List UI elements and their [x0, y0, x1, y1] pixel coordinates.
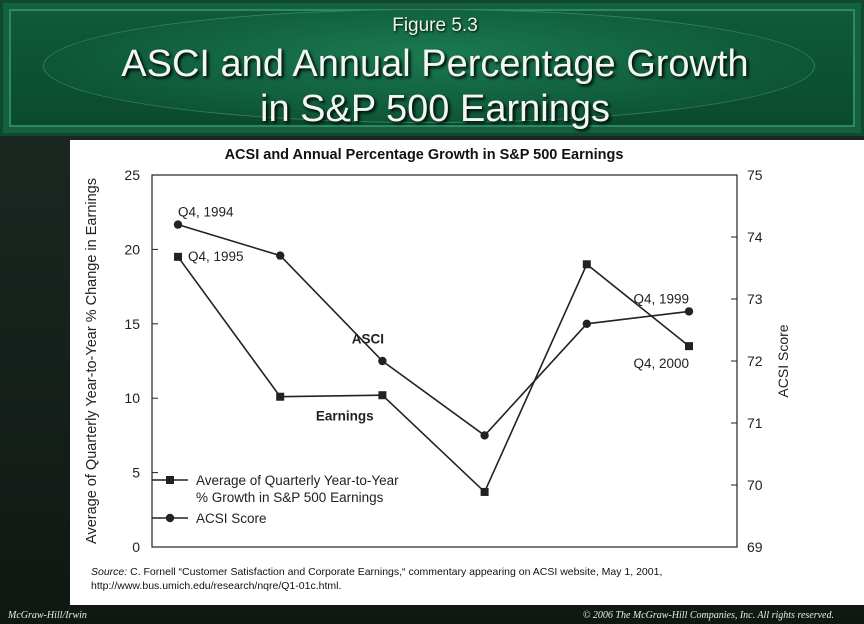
header-banner: Figure 5.3 ASCI and Annual Percentage Gr… [0, 0, 864, 136]
series-marker-circle [480, 431, 489, 440]
annotation-label: ASCI [352, 331, 384, 346]
legend-marker-square [166, 476, 174, 484]
footer-publisher: McGraw-Hill/Irwin [8, 610, 87, 621]
right-axis-tick-label: 71 [747, 415, 763, 431]
right-axis-tick-label: 70 [747, 477, 763, 493]
series-marker-square [685, 342, 693, 351]
left-axis-tick-label: 25 [124, 167, 140, 183]
left-axis-tick-label: 0 [132, 539, 140, 555]
annotation-label: Q4, 1994 [178, 205, 234, 220]
source-label: Source: [91, 566, 128, 578]
series-marker-circle [276, 251, 285, 260]
left-axis-tick-label: 15 [124, 316, 140, 332]
legend-marker-circle [165, 513, 175, 523]
series-marker-square [480, 487, 489, 496]
legend-label-acsi: ACSI Score [196, 511, 267, 526]
slide-title-line-2: in S&P 500 Earnings [260, 88, 610, 130]
right-axis-tick-label: 69 [747, 539, 763, 555]
right-axis-tick-label: 74 [747, 229, 763, 245]
series-marker-square [582, 260, 591, 269]
left-axis-tick-label: 5 [132, 465, 140, 481]
right-axis-tick-label: 72 [747, 353, 763, 369]
right-axis-tick-label: 75 [747, 167, 763, 183]
source-note: Source: C. Fornell “Customer Satisfactio… [91, 565, 771, 593]
series-line-0 [177, 256, 690, 494]
series-marker-circle [582, 319, 591, 328]
slide-title-line-1: ASCI and Annual Percentage Growth [121, 43, 749, 85]
right-axis-title: ACSI Score [775, 324, 791, 397]
series-marker-circle [378, 356, 387, 366]
chart-title: ACSI and Annual Percentage Growth in S&P… [225, 147, 624, 163]
left-axis-tick-label: 20 [124, 241, 140, 257]
footer-copyright: © 2006 The McGraw-Hill Companies, Inc. A… [582, 610, 834, 621]
left-axis-title: Average of Quarterly Year-to-Year % Chan… [84, 178, 100, 544]
legend-label-earnings-line2: % Growth in S&P 500 Earnings [196, 490, 384, 505]
series-marker-circle [684, 307, 694, 316]
series-marker-square [378, 391, 387, 400]
series-marker-square [174, 252, 182, 261]
series-line-1 [177, 223, 690, 437]
legend-label-earnings-line1: Average of Quarterly Year-to-Year [196, 473, 399, 488]
series-marker-circle [173, 220, 183, 229]
chart-panel [70, 140, 864, 605]
series-marker-square [276, 392, 285, 401]
annotation-label: Q4, 1999 [633, 291, 689, 306]
annotation-label: Q4, 2000 [633, 356, 689, 371]
annotation-label: Q4, 1995 [188, 249, 244, 264]
left-axis-tick-label: 10 [124, 390, 140, 406]
annotation-label: Earnings [316, 408, 374, 423]
header-ellipse [43, 9, 815, 123]
source-text: C. Fornell “Customer Satisfaction and Co… [91, 566, 663, 592]
right-axis-tick-label: 73 [747, 291, 763, 307]
figure-label: Figure 5.3 [392, 15, 478, 36]
